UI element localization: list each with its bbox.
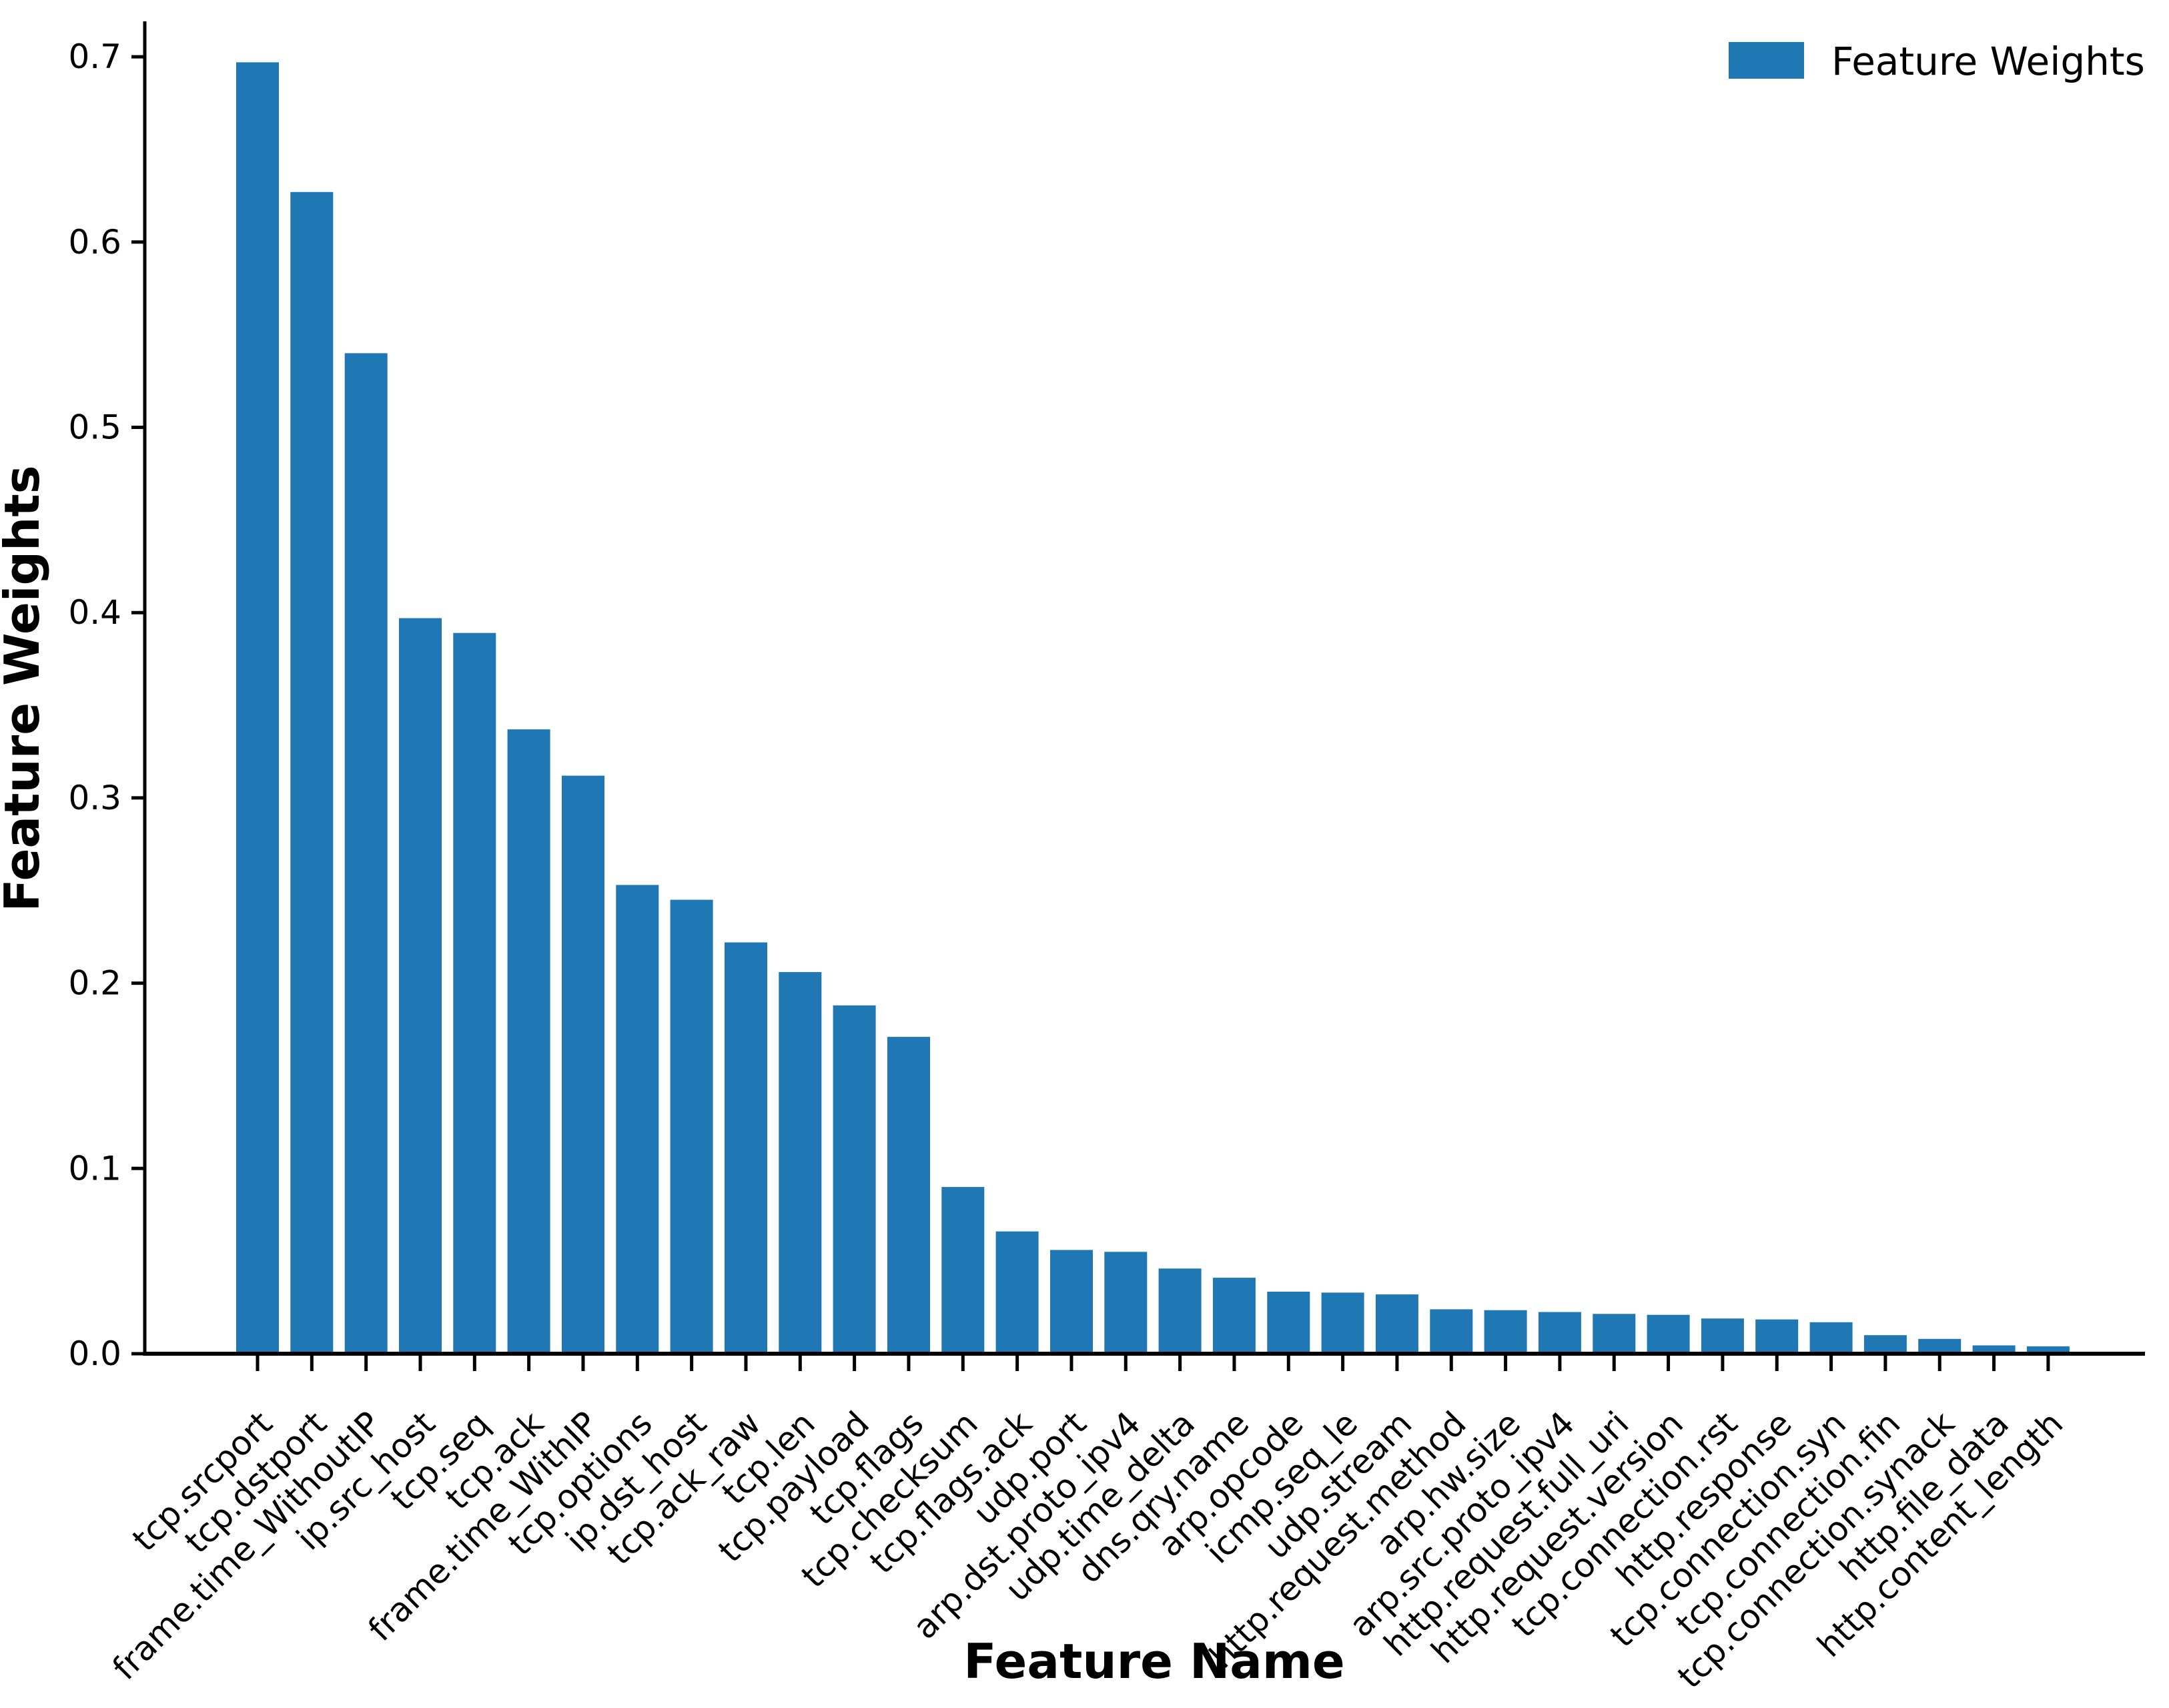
bar-tcp.srcport (236, 62, 279, 1354)
y-tick-label: 0.0 (68, 1334, 121, 1373)
bar-tcp.payload (833, 1005, 876, 1354)
bar-http.request.method (1430, 1309, 1473, 1354)
legend-swatch-icon (1729, 42, 1804, 79)
bar-arp.hw.size (1484, 1310, 1527, 1354)
bar-tcp.len (779, 971, 822, 1354)
bar-tcp.connection.rst (1701, 1318, 1744, 1354)
bar-arp.dst.proto_ipv4 (1104, 1252, 1148, 1354)
bar-frame.time_WithoutIP (344, 353, 388, 1354)
bar-tcp.connection.syn (1809, 1322, 1853, 1354)
bar-udp.stream (1375, 1294, 1418, 1354)
bar-arp.src.proto_ipv4 (1538, 1312, 1581, 1354)
bar-http.request.version (1647, 1314, 1690, 1354)
bars-group (236, 62, 2070, 1354)
bar-dns.qry.name (1212, 1278, 1256, 1354)
bar-ip.src_host (399, 618, 442, 1354)
y-axis-title: Feature Weights (0, 465, 50, 911)
y-tick-label: 0.2 (68, 964, 121, 1003)
bar-http.response (1755, 1319, 1799, 1354)
bar-tcp.connection.synack (1918, 1338, 1962, 1354)
legend: Feature Weights (1729, 39, 2145, 84)
bar-tcp.checksum (941, 1187, 985, 1354)
bar-tcp.connection.fin (1863, 1335, 1907, 1354)
bar-tcp.dstport (290, 191, 334, 1354)
bar-tcp.ack (507, 729, 550, 1354)
bar-udp.port (1050, 1250, 1093, 1354)
bar-http.request.full_uri (1593, 1314, 1636, 1354)
y-tick-label: 0.5 (68, 408, 121, 447)
bar-http.file_data (1972, 1345, 2016, 1354)
y-tick-label: 0.7 (68, 37, 121, 76)
bar-tcp.seq (453, 632, 496, 1354)
bar-tcp.ack_raw (725, 942, 767, 1354)
legend-label: Feature Weights (1831, 39, 2145, 84)
bar-tcp.flags (887, 1037, 930, 1354)
y-tick-label: 0.4 (68, 593, 121, 632)
bar-tcp.flags.ack (995, 1231, 1039, 1354)
bar-arp.opcode (1267, 1292, 1310, 1354)
bar-frame.time_WithIP (562, 775, 604, 1354)
bar-udp.time_delta (1158, 1268, 1202, 1354)
bar-icmp.seq_le (1321, 1292, 1364, 1354)
x-axis-title: Feature Name (963, 1633, 1344, 1689)
y-tick-label: 0.1 (68, 1149, 121, 1188)
y-tick-label: 0.3 (68, 779, 121, 817)
bar-ip.dst_host (670, 899, 713, 1354)
axes-group: 0.00.10.20.30.40.50.60.7tcp.srcporttcp.d… (68, 21, 2145, 1696)
y-tick-label: 0.6 (68, 223, 121, 262)
bar-http.content_length (2026, 1346, 2070, 1354)
bar-tcp.options (616, 885, 659, 1354)
